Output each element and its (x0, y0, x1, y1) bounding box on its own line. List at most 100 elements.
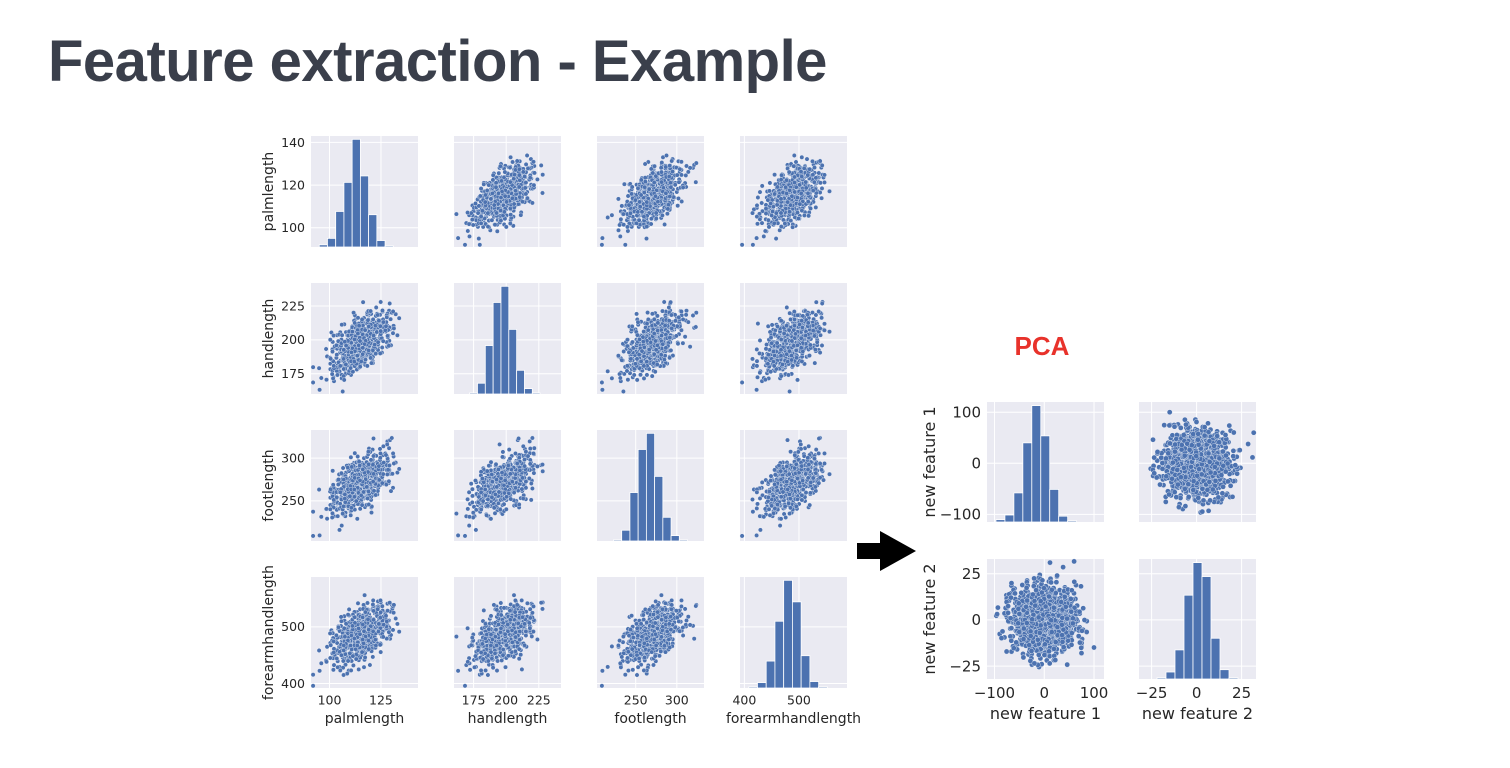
scatter-point (369, 510, 374, 515)
scatter-point (679, 309, 684, 314)
scatter-point (641, 376, 647, 381)
scatter-point (663, 164, 669, 170)
scatter-point (796, 216, 801, 221)
scatter-point (349, 505, 354, 511)
scatter-point (324, 516, 330, 522)
scatter-point (634, 311, 639, 317)
scatter-point (754, 363, 760, 369)
scatter-point (482, 199, 488, 205)
scatter-point (330, 482, 336, 488)
scatter-point (778, 224, 784, 229)
scatter-point (787, 389, 792, 394)
scatter-point (653, 210, 659, 216)
scatter-point (803, 185, 809, 191)
scatter-point (775, 324, 780, 329)
scatter-point (382, 327, 388, 333)
scatter-point (792, 180, 797, 185)
scatter-point (334, 342, 339, 348)
scatter-point (483, 192, 488, 198)
scatter-point (494, 210, 499, 216)
scatter-point (377, 323, 383, 329)
scatter-point (375, 312, 381, 318)
scatter-point (805, 320, 811, 326)
histogram-bar (335, 211, 345, 248)
scatter-point (478, 186, 484, 191)
scatter-point (478, 220, 484, 226)
scatter-point (684, 308, 689, 314)
scatter-point (373, 305, 379, 310)
scatter-point (330, 510, 335, 516)
scatter-point (390, 451, 396, 456)
scatter-point (540, 172, 546, 178)
scatter-point (327, 337, 333, 343)
scatter-point (337, 363, 343, 369)
scatter-point (793, 331, 798, 337)
scatter-point (641, 329, 647, 334)
histogram-bar (359, 175, 370, 248)
scatter-point (795, 312, 801, 318)
scatter-point (616, 353, 621, 359)
scatter-point (768, 335, 774, 340)
histogram-bar (318, 244, 328, 248)
scatter-point (488, 196, 494, 202)
pairplot-panel-handlength-vs-footlength (597, 283, 704, 394)
scatter-point (310, 509, 316, 515)
scatter-point (513, 188, 518, 194)
scatter-point (473, 201, 478, 206)
scatter-point (767, 188, 772, 194)
scatter-point (329, 515, 335, 520)
pairplot-panel-palmlength-vs-handlength (454, 136, 561, 248)
scatter-point (364, 363, 370, 369)
scatter-point (642, 184, 648, 190)
scatter-point (819, 186, 825, 191)
scatter-point (366, 324, 372, 329)
scatter-point (817, 326, 823, 331)
scatter-point (771, 359, 776, 365)
scatter-point (625, 224, 630, 230)
scatter-point (364, 484, 370, 490)
scatter-point (636, 217, 642, 223)
scatter-point (339, 523, 345, 528)
scatter-point (395, 332, 400, 338)
scatter-point (481, 181, 487, 187)
scatter-point (792, 323, 797, 329)
scatter-point (687, 165, 693, 171)
scatter-point (822, 180, 827, 185)
scatter-point (807, 166, 812, 172)
scatter-point (757, 370, 763, 376)
scatter-point (787, 348, 792, 354)
scatter-point (810, 158, 815, 164)
scatter-point (356, 342, 361, 348)
scatter-point (662, 357, 667, 362)
scatter-point (511, 201, 517, 207)
scatter-point (376, 463, 382, 469)
scatter-point (617, 375, 623, 381)
scatter-point (819, 195, 824, 201)
scatter-point (654, 362, 660, 367)
scatter-point (380, 308, 385, 313)
scatter-point (509, 195, 515, 201)
scatter-point (527, 175, 533, 181)
scatter-point (599, 242, 605, 248)
scatter-point (775, 184, 780, 190)
scatter-point (328, 486, 334, 492)
y-tick-label: 120 (281, 177, 305, 192)
scatter-point (327, 506, 333, 512)
y-axis-label: palmlength (261, 152, 277, 232)
scatter-point (360, 467, 366, 472)
scatter-point (677, 166, 683, 172)
scatter-point (507, 165, 513, 170)
scatter-point (800, 313, 806, 319)
scatter-point (827, 188, 832, 194)
scatter-point (616, 196, 621, 202)
scatter-point (813, 175, 819, 181)
scatter-point (788, 218, 794, 223)
scatter-point (498, 195, 504, 200)
scatter-point (629, 184, 635, 190)
scatter-point (812, 333, 817, 339)
scatter-point (535, 177, 540, 182)
histogram-bar (376, 240, 386, 248)
scatter-point (366, 449, 371, 455)
scatter-point (389, 435, 395, 441)
scatter-point (609, 212, 615, 218)
